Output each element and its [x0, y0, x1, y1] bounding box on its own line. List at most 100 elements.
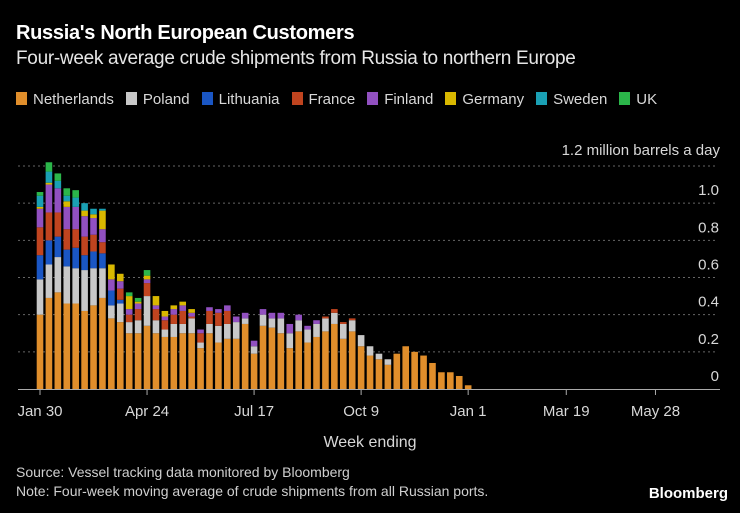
bar-segment-uk	[45, 162, 53, 172]
bar-segment-poland	[215, 325, 222, 343]
bar-segment-france	[339, 322, 347, 324]
bar-segment-netherlands	[143, 325, 151, 389]
bar-segment-finland	[206, 307, 213, 311]
bar-segment-finland	[134, 303, 142, 310]
legend-swatch	[16, 92, 27, 105]
bar-segment-poland	[232, 322, 240, 339]
bar-segment-poland	[339, 323, 347, 339]
note-text: Note: Four-week moving average of crude …	[16, 483, 489, 499]
x-tick-label: Jul 17	[234, 403, 274, 420]
bar-segment-finland	[54, 188, 62, 213]
bar-segment-netherlands	[250, 353, 258, 389]
bar-segment-netherlands	[304, 342, 311, 389]
bar-segment-germany	[36, 206, 44, 209]
x-tick-label: May 28	[631, 403, 680, 420]
bar-segment-netherlands	[313, 336, 320, 389]
legend-swatch	[125, 92, 137, 105]
bar-segment-poland	[384, 359, 392, 365]
bar-segment-france	[322, 316, 329, 319]
bar-segment-germany	[143, 275, 151, 280]
bar-segment-netherlands	[134, 333, 142, 389]
bar-segment-sweden	[81, 203, 88, 211]
bar-segment-netherlands	[108, 318, 115, 389]
bar-segment-france	[215, 312, 222, 326]
bar-segment-poland	[241, 318, 249, 324]
bar-segment-finland	[45, 184, 53, 213]
bar-segment-poland	[259, 314, 267, 326]
bar-segment-germany	[90, 214, 97, 219]
bar-segment-france	[348, 318, 356, 321]
bar-segment-poland	[268, 318, 276, 328]
bar-segment-poland	[348, 320, 356, 332]
bar-segment-germany	[81, 210, 88, 217]
bar-segment-sweden	[54, 180, 62, 189]
x-tick-label: Jan 1	[450, 403, 487, 420]
bar-segment-netherlands	[259, 325, 267, 389]
y-axis-unit-label: 1.2 million barrels a day	[561, 142, 720, 159]
bar-segment-uk	[54, 173, 62, 181]
legend-swatch	[201, 92, 213, 105]
bar-segment-poland	[322, 318, 329, 332]
legend-item-lithuania: Lithuania	[201, 88, 280, 112]
bar-segment-poland	[331, 312, 338, 324]
legend: Netherlands Poland Lithuania France Finland G…	[16, 88, 716, 112]
bar-segment-poland	[161, 329, 169, 337]
bar-segment-netherlands	[331, 323, 338, 389]
bar-segment-poland	[375, 353, 383, 360]
legend-label: Finland	[384, 91, 434, 108]
x-tick-label: Oct 9	[343, 403, 379, 420]
bar-segment-uk	[134, 297, 142, 302]
bar-segment-finland	[259, 309, 267, 315]
bar-segment-france	[125, 314, 133, 323]
bar-segment-netherlands	[393, 353, 401, 389]
legend-label: France	[308, 91, 356, 108]
bar-segment-finland	[116, 281, 124, 289]
bar-segment-netherlands	[232, 338, 240, 389]
bar-segment-finland	[143, 279, 151, 284]
bar-segment-netherlands	[63, 303, 71, 389]
bar-segment-poland	[197, 342, 204, 349]
bar-segment-finland	[36, 208, 44, 228]
bar-segment-germany	[170, 305, 178, 310]
bar-segment-finland	[152, 305, 160, 310]
bar-segment-finland	[268, 312, 276, 319]
legend-swatch	[367, 92, 379, 105]
bar-segment-france	[90, 234, 97, 252]
bar-segment-sweden	[90, 208, 97, 215]
legend-item-france: France	[291, 88, 356, 112]
bar-segment-france	[206, 310, 213, 324]
bar-segment-netherlands	[402, 346, 410, 389]
bar-segment-lithuania	[36, 255, 44, 280]
chart-title: Russia's North European Customers	[16, 22, 355, 44]
bar-segment-france	[81, 236, 88, 256]
bar-segment-netherlands	[455, 375, 463, 389]
bar-segment-finland	[313, 320, 320, 324]
bar-segment-finland	[179, 305, 187, 311]
bar-segment-netherlands	[215, 342, 222, 389]
bar-segment-finland	[304, 325, 311, 330]
source-note: Source: Vessel tracking data monitored b…	[16, 463, 488, 501]
bar-segment-netherlands	[45, 297, 53, 389]
bar-segment-lithuania	[108, 290, 115, 306]
bar-segment-lithuania	[116, 299, 124, 304]
bar-segment-netherlands	[36, 314, 44, 389]
bar-segment-finland	[81, 216, 88, 237]
legend-label: UK	[636, 91, 658, 108]
bar-segment-uk	[36, 192, 44, 196]
bar-segment-netherlands	[339, 338, 347, 389]
bar-segment-poland	[90, 268, 97, 306]
bar-segment-netherlands	[72, 303, 79, 389]
y-tick-label: 0.4	[698, 294, 719, 311]
legend-label: Poland	[142, 91, 190, 108]
bar-segment-finland	[197, 329, 204, 334]
bar-segment-germany	[188, 309, 195, 313]
bar-segment-finland	[295, 314, 302, 321]
bar-segment-netherlands	[206, 333, 213, 389]
bar-segment-poland	[366, 346, 374, 356]
bar-segment-netherlands	[420, 355, 427, 389]
bar-segment-poland	[277, 318, 285, 334]
bar-segment-netherlands	[81, 310, 88, 389]
bar-segment-germany	[161, 310, 169, 317]
y-tick-label: 0.8	[698, 219, 719, 236]
